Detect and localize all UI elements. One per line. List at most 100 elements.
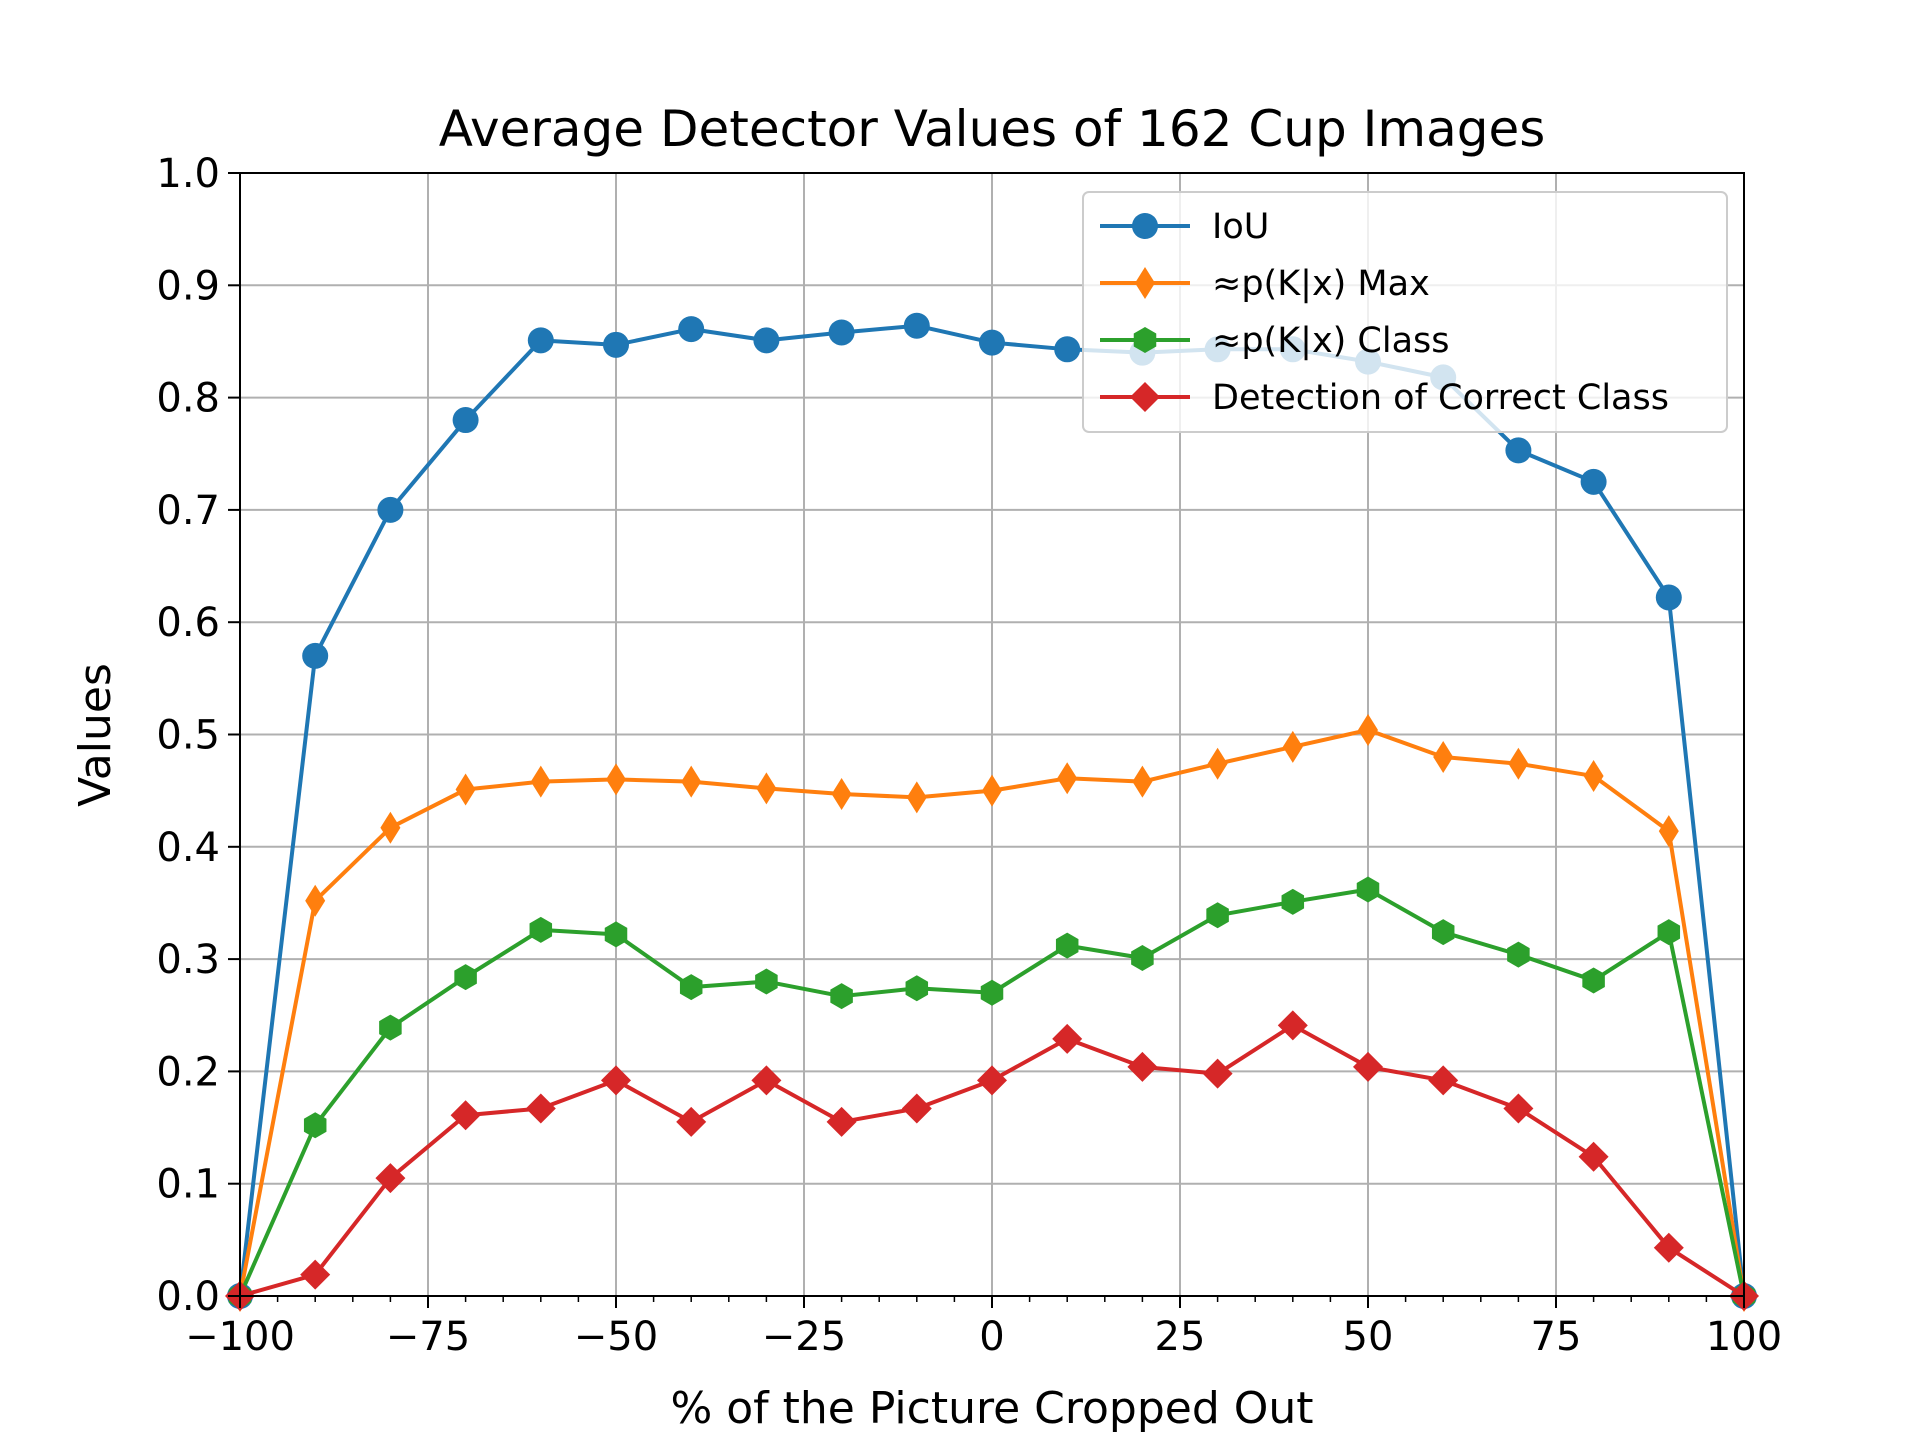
y-axis-label: Values — [70, 663, 121, 807]
legend-entry: Detection of Correct Class — [1100, 378, 1669, 418]
data-point — [527, 327, 554, 354]
legend-label: ≈p(K|x) Class — [1212, 321, 1450, 361]
data-point — [906, 781, 927, 814]
data-point — [530, 765, 551, 798]
chart-title: Average Detector Values of 162 Cup Image… — [439, 100, 1546, 158]
data-point — [831, 778, 852, 811]
data-point — [1207, 747, 1228, 780]
data-point — [1131, 944, 1154, 971]
data-point — [681, 765, 702, 798]
data-point — [1127, 1051, 1158, 1082]
data-point — [755, 968, 778, 995]
data-point — [1277, 1010, 1308, 1041]
data-point — [977, 1065, 1007, 1096]
series-p-k-x-class — [228, 876, 1756, 1309]
data-point — [1358, 714, 1378, 747]
data-point — [1505, 437, 1532, 464]
data-point — [1658, 815, 1679, 848]
y-tick-label: 0.6 — [156, 600, 220, 646]
data-point — [679, 974, 703, 1001]
data-point — [1057, 762, 1078, 795]
data-point — [601, 1065, 631, 1096]
data-point — [979, 329, 1005, 356]
data-point — [377, 496, 404, 523]
y-tick-label: 0.9 — [156, 263, 220, 309]
data-point — [1281, 888, 1305, 915]
data-point — [1433, 740, 1454, 773]
data-point — [606, 763, 626, 796]
legend-label: ≈p(K|x) Max — [1212, 264, 1430, 304]
data-point — [676, 1106, 707, 1137]
data-point — [302, 642, 329, 669]
data-point — [1582, 967, 1605, 994]
data-point — [1653, 1232, 1684, 1263]
data-point — [375, 1163, 406, 1194]
y-tick-label: 0.4 — [156, 825, 220, 871]
x-tick-label: 75 — [1531, 1314, 1582, 1360]
data-point — [901, 1093, 932, 1124]
data-point — [678, 316, 705, 343]
data-point — [1655, 584, 1682, 611]
data-point — [1054, 336, 1081, 363]
data-point — [1356, 876, 1380, 903]
legend-entry: ≈p(K|x) Class — [1100, 321, 1450, 361]
y-tick-label: 0.3 — [156, 937, 220, 983]
data-point — [450, 1100, 481, 1131]
data-point — [982, 774, 1002, 807]
y-tick-label: 0.1 — [156, 1162, 220, 1208]
data-point — [525, 1093, 556, 1124]
data-point — [1580, 468, 1607, 495]
data-point — [1202, 1058, 1233, 1089]
data-point — [604, 921, 628, 948]
data-point — [1353, 1051, 1383, 1082]
data-point — [756, 772, 777, 805]
data-point — [905, 975, 929, 1002]
data-point — [455, 773, 476, 806]
data-point — [751, 1065, 782, 1096]
y-tick-label: 0.7 — [156, 488, 220, 534]
data-point — [303, 1112, 327, 1139]
legend-label: Detection of Correct Class — [1212, 378, 1669, 418]
legend-marker — [1132, 213, 1158, 239]
data-point — [830, 983, 853, 1010]
data-point — [380, 811, 401, 844]
data-point — [305, 884, 326, 917]
x-tick-label: 0 — [979, 1314, 1004, 1360]
y-tick-label: 1.0 — [156, 151, 220, 197]
y-tick-label: 0.0 — [156, 1274, 220, 1320]
data-point — [1055, 932, 1079, 959]
series-layer — [225, 312, 1759, 1312]
data-point — [1132, 765, 1153, 798]
data-point — [1578, 1141, 1609, 1172]
series-detection-of-correct-class — [225, 1010, 1759, 1311]
y-tick-label: 0.2 — [156, 1049, 220, 1095]
data-point — [452, 407, 479, 434]
data-point — [529, 916, 553, 943]
ticks: −100 −75 −50 −25 0 25 50 75 100 0.0 0.1 0.2 0.3 0.4 0.… — [156, 151, 1782, 1360]
x-tick-label: −25 — [762, 1314, 846, 1360]
legend-label: IoU — [1212, 207, 1269, 247]
data-point — [1503, 1093, 1534, 1124]
x-tick-label: 25 — [1155, 1314, 1206, 1360]
data-point — [379, 1014, 402, 1041]
data-point — [1583, 760, 1604, 793]
data-point — [1282, 730, 1303, 763]
x-tick-label: −50 — [574, 1314, 658, 1360]
x-tick-label: −100 — [185, 1314, 295, 1360]
legend-entry: IoU — [1100, 207, 1269, 247]
data-point — [1428, 1065, 1459, 1096]
data-point — [828, 319, 855, 346]
data-point — [300, 1259, 331, 1290]
data-point — [1657, 919, 1681, 946]
data-point — [603, 331, 629, 358]
data-point — [1508, 747, 1529, 780]
y-tick-label: 0.5 — [156, 713, 220, 759]
data-point — [753, 327, 780, 354]
legend-marker — [1130, 382, 1160, 412]
legend: IoU ≈p(K|x) Max ≈p(K|x) Class Detection of … — [1082, 191, 1728, 433]
data-point — [980, 979, 1004, 1006]
data-point — [1206, 902, 1229, 929]
legend-marker — [1133, 327, 1157, 353]
data-point — [1507, 941, 1530, 968]
